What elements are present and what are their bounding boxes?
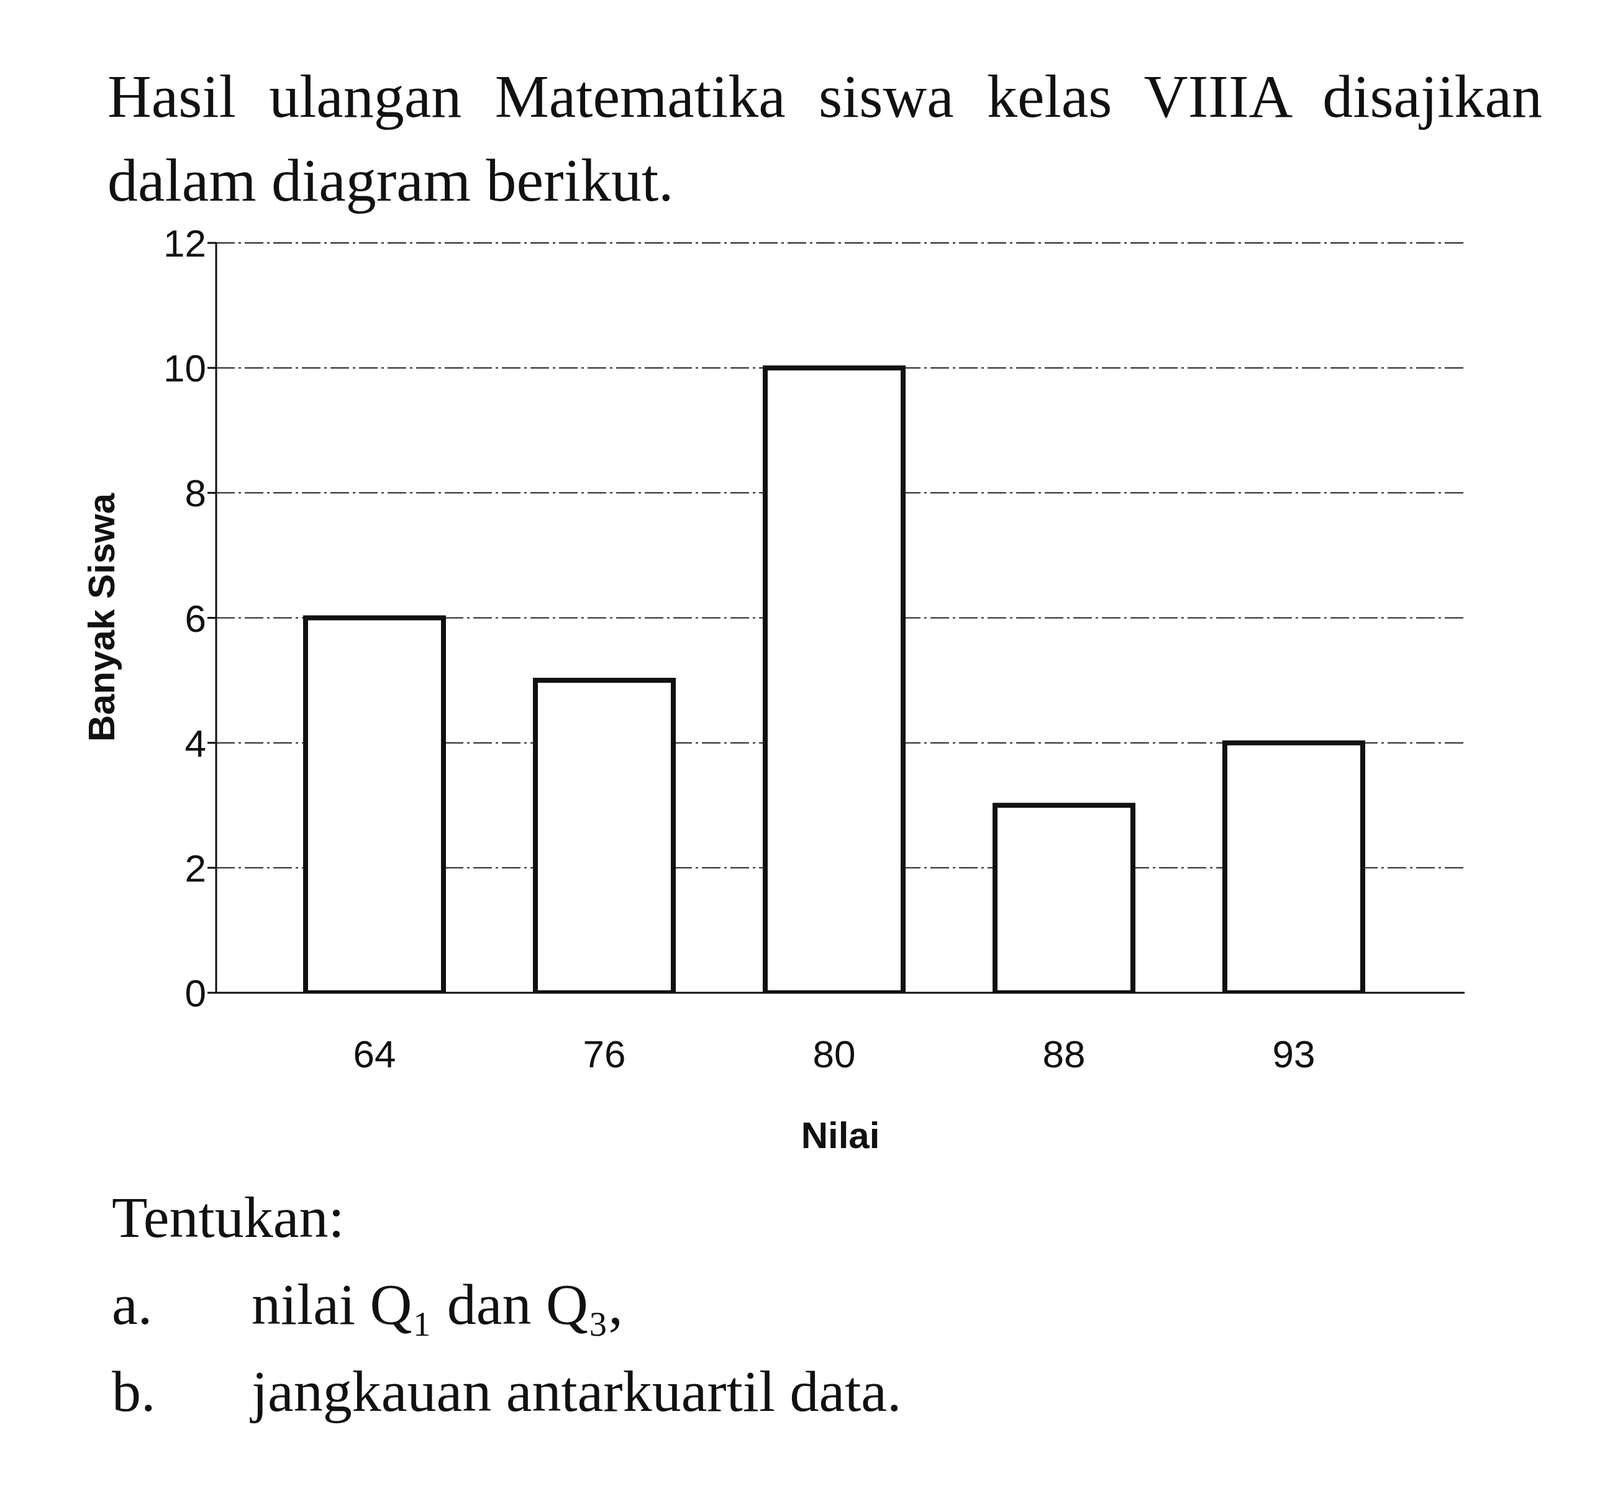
svg-text:8: 8 — [185, 471, 207, 515]
html-text:b.: b. — [111, 1358, 156, 1424]
html-text:Tentukan:: Tentukan: — [111, 1184, 345, 1250]
svg-text:2: 2 — [185, 846, 207, 890]
html-text:a.: a. — [111, 1271, 153, 1337]
svg-text:4: 4 — [185, 721, 207, 765]
html-text:Hasil ulangan Matematika siswa: Hasil ulangan Matematika siswa kelas VII… — [107, 62, 1543, 214]
svg-text:Nilai: Nilai — [801, 1114, 881, 1156]
svg-text:80: 80 — [813, 1032, 856, 1076]
svg-text:12: 12 — [163, 221, 207, 265]
svg-text:10: 10 — [163, 346, 207, 390]
svg-text:88: 88 — [1042, 1032, 1086, 1076]
svg-text:0: 0 — [185, 971, 207, 1015]
svg-text:6: 6 — [185, 596, 207, 640]
svg-text:93: 93 — [1272, 1032, 1316, 1076]
svg-text:76: 76 — [583, 1032, 627, 1076]
html-text:nilai Q₁ dan Q₃,: nilai Q₁ dan Q₃, — [251, 1271, 624, 1337]
html-text:Banyak Siswa: Banyak Siswa — [80, 493, 123, 742]
html-text:jangkauan antarkuartil data.: jangkauan antarkuartil data. — [251, 1358, 902, 1424]
svg-text:64: 64 — [353, 1032, 397, 1076]
